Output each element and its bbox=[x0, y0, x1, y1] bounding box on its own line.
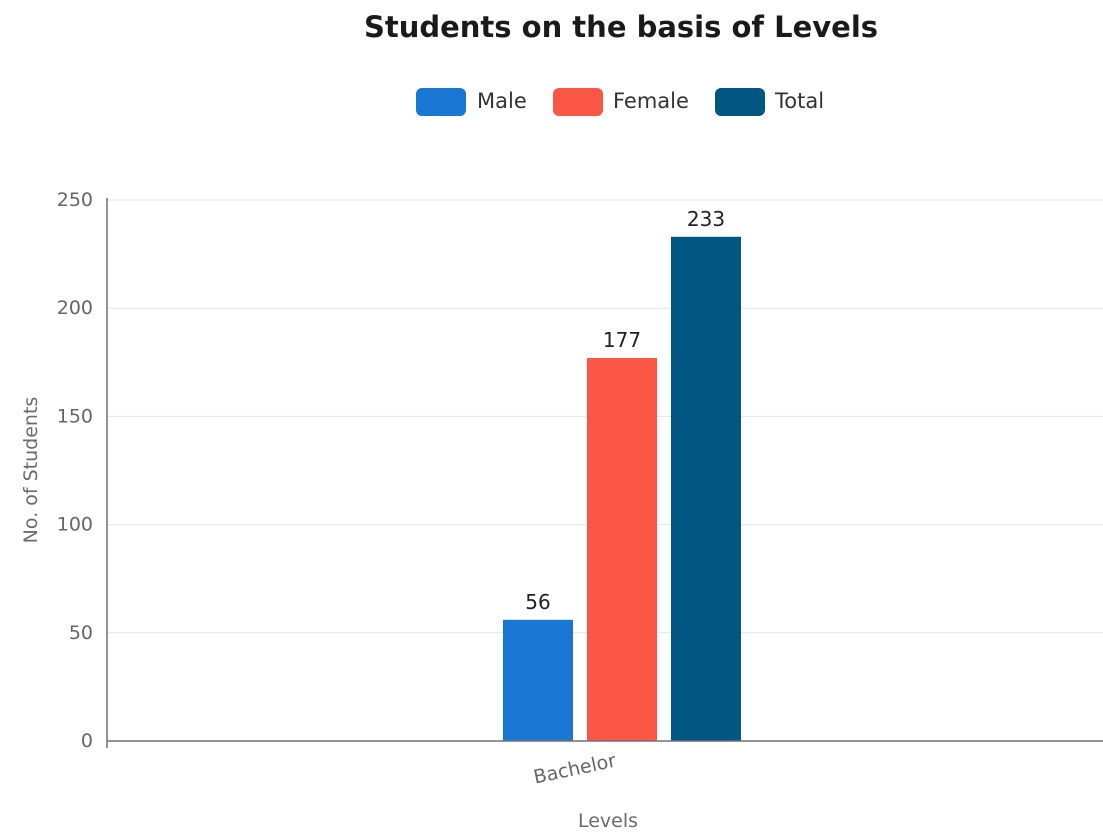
legend-swatch-total[interactable] bbox=[715, 88, 765, 116]
y-axis-title: No. of Students bbox=[20, 397, 42, 544]
bar-male-bachelor[interactable] bbox=[503, 619, 573, 741]
x-axis-categories: Bachelor bbox=[532, 750, 619, 789]
legend-swatch-female[interactable] bbox=[553, 88, 603, 116]
chart-data-labels: 56 177 233 bbox=[525, 207, 725, 614]
y-tick-label: 200 bbox=[57, 297, 93, 319]
chart-title: Students on the basis of Levels bbox=[364, 10, 878, 44]
bar-female-bachelor[interactable] bbox=[587, 357, 657, 741]
x-axis-title: Levels bbox=[578, 810, 638, 832]
legend-label-total[interactable]: Total bbox=[774, 89, 824, 113]
y-tick-label: 50 bbox=[69, 622, 93, 644]
bar-total-bachelor[interactable] bbox=[671, 236, 741, 741]
y-tick-label: 100 bbox=[57, 514, 93, 536]
data-label-female: 177 bbox=[603, 328, 641, 352]
chart-bars bbox=[503, 236, 741, 741]
y-axis-ticks: 0 50 100 150 200 250 bbox=[57, 189, 93, 752]
y-tick-label: 150 bbox=[57, 405, 93, 427]
legend-label-male[interactable]: Male bbox=[477, 89, 527, 113]
legend-label-female[interactable]: Female bbox=[613, 89, 689, 113]
legend-swatch-male[interactable] bbox=[416, 88, 466, 116]
x-category-label: Bachelor bbox=[532, 750, 619, 789]
y-tick-label: 0 bbox=[81, 730, 93, 752]
chart-legend: Male Female Total bbox=[416, 88, 824, 116]
data-label-total: 233 bbox=[687, 207, 725, 231]
data-label-male: 56 bbox=[525, 590, 550, 614]
y-tick-label: 250 bbox=[57, 189, 93, 211]
